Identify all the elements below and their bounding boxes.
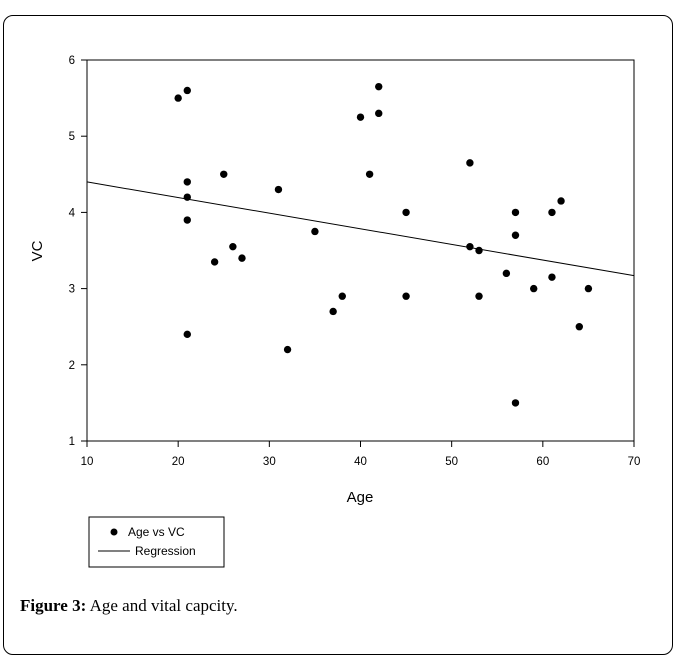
data-point [375,82,383,91]
data-point [338,292,346,300]
data-point [238,254,246,262]
data-point [511,208,520,217]
data-point [557,197,565,205]
y-tick-label: 4 [69,207,76,219]
data-point [283,345,292,354]
data-point [548,273,556,281]
data-point [311,227,319,236]
y-tick-label: 3 [69,284,75,296]
data-point [220,170,228,178]
x-axis: 10 20 30 40 50 60 70 [81,441,641,468]
data-point [356,113,365,121]
data-point [210,258,219,266]
data-point [174,94,182,102]
data-point [530,284,538,293]
x-tick-label: 10 [81,456,94,468]
data-point [183,193,191,201]
data-point [584,284,593,293]
data-point [229,242,237,251]
regression-line [86,181,635,277]
data-point [274,185,283,194]
y-tick-label: 1 [69,436,75,448]
data-point [183,178,191,186]
data-point [183,86,191,95]
x-tick-label: 30 [263,456,276,468]
legend: Age vs VC Regression [88,516,225,568]
data-point [402,208,410,217]
x-tick-label: 40 [354,456,367,468]
data-point [511,231,520,239]
data-point [475,246,483,255]
data-point [329,307,337,316]
legend-box [88,516,225,568]
points-layer [174,82,593,407]
x-tick-label: 70 [628,456,641,468]
x-tick-label: 60 [536,456,549,468]
data-point [511,399,520,407]
figure-caption: Figure 3: Age and vital capcity. [20,596,238,616]
y-tick-label: 6 [69,55,75,67]
data-point [402,292,410,300]
x-tick-label: 20 [172,456,185,468]
y-tick-label: 5 [69,131,75,143]
legend-label-regression: Regression [135,544,196,558]
legend-label-age-vs-vc: Age vs VC [128,525,185,539]
data-point [548,208,556,217]
caption-text: Age and vital capcity. [86,596,238,615]
regression-layer [86,181,635,277]
data-point [466,242,474,251]
data-point [475,292,483,300]
data-point [575,323,583,331]
y-axis-title: VC [29,240,46,261]
y-tick-label: 2 [69,360,75,372]
x-tick-label: 50 [445,456,458,468]
data-point [183,216,191,224]
data-point [466,159,474,167]
data-point [502,269,511,278]
x-axis-title: Age [347,489,374,506]
data-point [365,170,374,178]
data-point [375,109,383,118]
legend-marker-age-vs-vc [110,528,118,536]
y-axis: 1 2 3 4 5 6 [69,55,87,448]
data-point [183,330,191,339]
caption-label: Figure 3: [20,596,87,615]
